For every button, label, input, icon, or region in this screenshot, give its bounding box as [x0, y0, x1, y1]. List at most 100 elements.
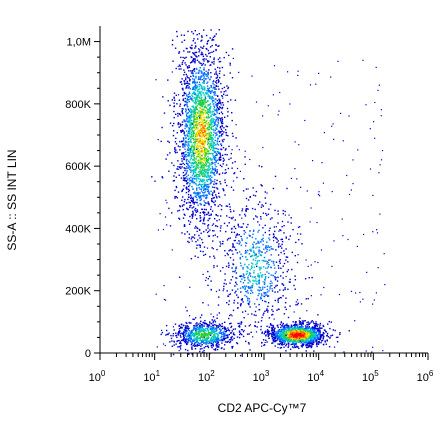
data-point — [201, 89, 204, 91]
data-point — [286, 326, 289, 329]
data-point — [174, 189, 176, 192]
data-point — [186, 187, 188, 189]
data-point — [291, 268, 293, 271]
data-point — [195, 121, 197, 123]
data-point — [274, 209, 276, 212]
data-point — [195, 327, 198, 329]
data-point — [176, 35, 178, 38]
data-point — [192, 334, 194, 336]
data-point — [309, 336, 311, 338]
data-point — [187, 328, 190, 330]
data-point — [284, 287, 286, 289]
data-point — [200, 105, 202, 107]
data-point — [200, 62, 202, 65]
data-point — [191, 181, 193, 183]
data-point — [215, 94, 217, 96]
data-point — [283, 250, 285, 252]
data-point — [222, 331, 224, 334]
data-point — [193, 129, 195, 132]
data-point — [276, 331, 278, 333]
data-point — [200, 342, 202, 344]
data-point — [197, 159, 200, 161]
data-point — [196, 202, 198, 204]
data-point — [196, 166, 198, 168]
data-point — [198, 102, 200, 104]
data-point — [277, 265, 280, 267]
data-point — [244, 213, 246, 216]
data-point — [214, 321, 217, 323]
data-point — [200, 320, 202, 322]
data-point — [190, 119, 193, 122]
data-point — [179, 166, 181, 168]
data-point — [202, 218, 205, 221]
data-point — [167, 100, 169, 102]
data-point — [274, 337, 276, 339]
data-point — [214, 234, 216, 236]
data-point — [265, 202, 267, 204]
data-point — [193, 318, 195, 321]
data-point — [223, 56, 225, 59]
data-point — [199, 140, 201, 142]
data-point — [296, 324, 298, 326]
data-point — [187, 220, 190, 222]
data-point — [216, 345, 219, 347]
data-point — [267, 330, 269, 333]
data-point — [282, 341, 284, 343]
data-point — [303, 330, 305, 333]
data-point — [196, 116, 198, 119]
data-point — [242, 268, 244, 270]
data-point — [193, 60, 195, 63]
data-point — [269, 286, 271, 288]
data-point — [214, 91, 216, 93]
data-point — [301, 332, 304, 334]
data-point — [205, 164, 207, 167]
data-point — [187, 149, 189, 151]
data-point — [191, 342, 193, 344]
data-point — [282, 209, 284, 212]
data-point — [297, 324, 299, 327]
data-point — [165, 334, 167, 336]
data-point — [251, 266, 253, 268]
data-point — [181, 158, 183, 160]
data-point — [287, 346, 289, 349]
data-point — [200, 325, 202, 327]
data-point — [209, 46, 212, 48]
data-point — [205, 90, 208, 92]
data-point — [204, 121, 207, 124]
data-point — [321, 327, 323, 329]
data-point — [188, 241, 190, 244]
data-point — [217, 131, 219, 133]
data-point — [225, 171, 227, 174]
data-point — [192, 198, 194, 200]
data-point — [207, 329, 210, 332]
data-point — [315, 334, 317, 336]
data-point — [301, 344, 303, 347]
data-point — [248, 325, 250, 327]
data-point — [245, 242, 248, 244]
data-point — [181, 199, 183, 201]
data-point — [319, 338, 322, 340]
data-point — [325, 343, 327, 345]
data-point — [252, 230, 255, 232]
data-point — [181, 332, 183, 334]
data-point — [226, 184, 228, 187]
data-point — [204, 128, 207, 130]
data-point — [309, 328, 312, 330]
data-point — [212, 345, 214, 347]
data-point — [192, 161, 194, 164]
data-point — [206, 231, 209, 234]
data-point — [196, 56, 198, 58]
data-point — [201, 96, 203, 98]
data-point — [208, 185, 210, 188]
data-point — [202, 151, 204, 153]
data-point — [288, 281, 291, 283]
data-point — [266, 329, 269, 331]
data-point — [184, 338, 186, 340]
data-point — [241, 226, 243, 228]
data-point — [171, 345, 173, 347]
data-point — [203, 167, 205, 169]
data-point — [185, 325, 187, 327]
data-point — [305, 332, 307, 334]
data-point — [192, 105, 194, 107]
data-point — [266, 214, 268, 217]
